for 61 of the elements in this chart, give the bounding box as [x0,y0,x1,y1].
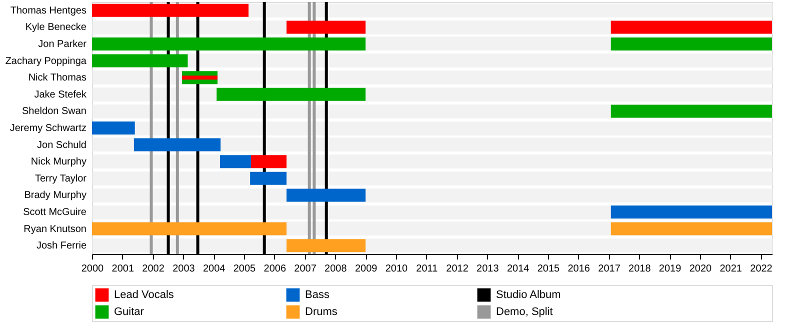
legend-label: Drums [305,306,338,318]
bar [92,222,287,236]
x-tick-label: 2021 [720,264,742,274]
bar [92,54,188,68]
x-tick-label: 2013 [476,264,500,274]
x-tick-label: 2010 [385,264,408,274]
bar [610,20,772,34]
bar [610,38,772,50]
bar [250,155,287,168]
legend-label: Guitar [114,306,144,318]
y-tick-label: Jon Schuld [37,140,86,151]
x-tick-label: 2011 [416,264,438,274]
y-tick-label: Jon Parker [38,39,88,50]
x-tick-label: 2002 [142,264,165,274]
x-tick-label: 2003 [172,264,196,274]
y-tick-label: Scott McGuire [23,207,87,218]
x-tick-label: 2007 [294,264,317,274]
x-tick-label: 2019 [658,264,682,274]
bar [286,188,366,202]
y-tick-label: Zachary Poppinga [5,56,87,67]
bar [220,155,251,168]
x-tick-label: 2022 [750,264,773,274]
bar [92,4,249,17]
y-tick-label: Jeremy Schwartz [10,123,86,134]
x-tick-label: 2005 [233,264,256,274]
x-tick-label: 2018 [628,264,652,274]
legend-label: Bass [305,289,330,301]
x-tick-label: 2020 [689,264,712,274]
x-tick-label: 2017 [598,264,621,274]
y-tick-label: Josh Ferrie [36,240,87,252]
bar [216,88,366,101]
x-tick-label: 2000 [81,264,104,274]
y-tick-label: Jake Stefek [34,89,88,100]
y-tick-label: Sheldon Swan [22,106,86,118]
x-tick-label: 2016 [568,264,590,274]
x-tick-label: 2008 [324,264,348,274]
bar [134,138,221,152]
y-tick-label: Thomas Hentges [10,5,86,16]
x-tick-label: 2014 [506,264,530,274]
x-tick-label: 2004 [202,264,226,274]
y-tick-label: Kyle Benecke [25,22,87,34]
y-tick-label: Terry Taylor [35,173,88,184]
bar [610,104,772,118]
y-tick-label: Nick Murphy [30,156,86,168]
bar [610,206,772,218]
x-tick-label: 2015 [537,264,560,274]
x-tick-label: 2006 [264,264,286,274]
bar [286,239,366,252]
x-tick-label: 2009 [354,264,378,274]
legend-label: Demo, Split [496,306,553,318]
bar [250,172,287,185]
y-tick-label: Ryan Knutson [24,224,86,235]
x-tick-label: 2001 [112,264,134,274]
legend-label: Studio Album [496,289,561,301]
x-tick-label: 2012 [446,264,469,274]
bar [610,222,772,236]
bar [286,20,366,34]
y-tick-label: Nick Thomas [28,72,86,84]
bar [92,122,135,134]
y-tick-label: Brady Murphy [24,190,86,202]
legend-label: Lead Vocals [114,289,174,301]
